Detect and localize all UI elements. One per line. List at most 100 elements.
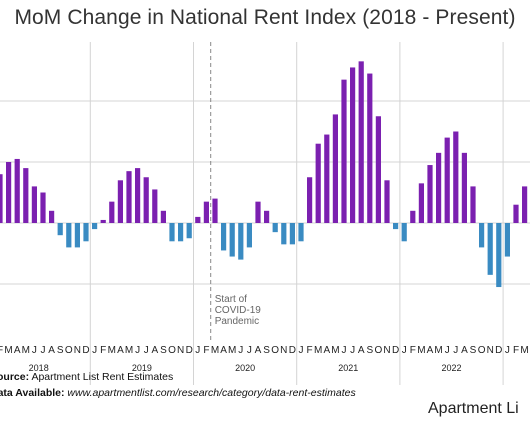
bar <box>496 223 502 288</box>
month-tick-label: F <box>410 345 416 356</box>
bar <box>57 223 63 236</box>
bar <box>358 61 364 223</box>
month-tick-label: A <box>48 345 55 356</box>
month-tick-label: N <box>383 345 390 356</box>
month-tick-label: D <box>392 345 399 356</box>
month-tick-label: A <box>151 345 158 356</box>
month-tick-label: S <box>366 345 373 356</box>
source-text: Apartment List Rent Estimates <box>31 371 174 383</box>
year-label: 2022 <box>441 363 461 373</box>
bar <box>100 219 106 223</box>
month-tick-label: O <box>375 345 383 356</box>
bar <box>350 67 356 223</box>
month-tick-label: A <box>358 345 365 356</box>
year-label: 2021 <box>338 363 358 373</box>
month-tick-label: A <box>461 345 468 356</box>
bar <box>307 177 313 223</box>
month-tick-label: M <box>211 345 219 356</box>
month-tick-label: A <box>323 345 330 356</box>
bar <box>393 223 399 230</box>
source-line: Source: Apartment List Rent Estimates <box>0 371 173 383</box>
month-tick-label: M <box>331 345 339 356</box>
month-tick-label: J <box>238 345 243 356</box>
bar <box>109 201 115 223</box>
year-label: 2018 <box>29 363 49 373</box>
data-available-label: Data Available: <box>0 387 65 399</box>
chart-title: MoM Change in National Rent Index (2018 … <box>14 6 516 29</box>
bar <box>410 210 416 223</box>
month-tick-label: M <box>4 345 12 356</box>
month-tick-label: A <box>117 345 124 356</box>
bar <box>229 223 235 257</box>
month-tick-label: M <box>417 345 425 356</box>
month-tick-label: M <box>108 345 116 356</box>
bar <box>74 223 80 248</box>
month-tick-label: J <box>342 345 347 356</box>
covid-annotation-text: Pandemic <box>215 316 259 327</box>
month-tick-label: J <box>32 345 37 356</box>
bar <box>31 186 37 223</box>
bar <box>487 223 493 275</box>
bar <box>513 204 519 223</box>
month-tick-label: M <box>314 345 322 356</box>
bar <box>418 183 424 223</box>
month-tick-label: N <box>487 345 494 356</box>
bar <box>23 168 29 223</box>
month-tick-label: J <box>195 345 200 356</box>
bar <box>126 171 132 223</box>
bar <box>186 223 192 239</box>
bar <box>367 73 373 223</box>
month-tick-label: J <box>92 345 97 356</box>
bar <box>324 134 330 223</box>
bar <box>0 174 3 223</box>
month-tick-label: O <box>271 345 279 356</box>
month-tick-label: F <box>307 345 313 356</box>
bar <box>427 165 433 223</box>
bar <box>272 223 278 233</box>
year-label: 2019 <box>132 363 152 373</box>
bar <box>203 201 209 223</box>
month-tick-label: F <box>203 345 209 356</box>
month-tick-label: D <box>289 345 296 356</box>
covid-annotation-text: COVID-19 <box>215 305 262 316</box>
month-tick-label: D <box>82 345 89 356</box>
month-tick-label: D <box>495 345 502 356</box>
bar <box>117 180 123 223</box>
month-tick-label: N <box>74 345 81 356</box>
bar <box>83 223 89 242</box>
month-tick-label: M <box>228 345 236 356</box>
bar <box>479 223 485 248</box>
data-available-url[interactable]: www.apartmentlist.com/research/category/… <box>67 387 356 399</box>
bar <box>298 223 304 242</box>
bar <box>221 223 227 251</box>
bar <box>444 137 450 223</box>
bar <box>246 223 252 248</box>
bar <box>453 131 459 223</box>
month-tick-label: F <box>513 345 519 356</box>
covid-annotation-text: Start of <box>215 294 247 305</box>
month-tick-label: J <box>505 345 510 356</box>
month-tick-label: A <box>427 345 434 356</box>
bar <box>49 210 55 223</box>
bar <box>143 177 149 223</box>
bar <box>152 189 158 223</box>
month-tick-label: O <box>478 345 486 356</box>
month-tick-label: J <box>247 345 252 356</box>
month-tick-label: M <box>434 345 442 356</box>
bar <box>135 168 141 223</box>
bar <box>470 186 476 223</box>
bar <box>436 152 442 223</box>
month-tick-label: S <box>57 345 64 356</box>
source-label: Source: <box>0 371 30 383</box>
bar <box>195 216 201 223</box>
month-tick-label: O <box>65 345 73 356</box>
month-tick-label: N <box>177 345 184 356</box>
bar <box>264 210 270 223</box>
bar <box>289 223 295 245</box>
bar <box>92 223 98 230</box>
month-tick-label: S <box>263 345 270 356</box>
month-tick-label: J <box>299 345 304 356</box>
bar <box>281 223 287 245</box>
month-tick-label: F <box>100 345 106 356</box>
